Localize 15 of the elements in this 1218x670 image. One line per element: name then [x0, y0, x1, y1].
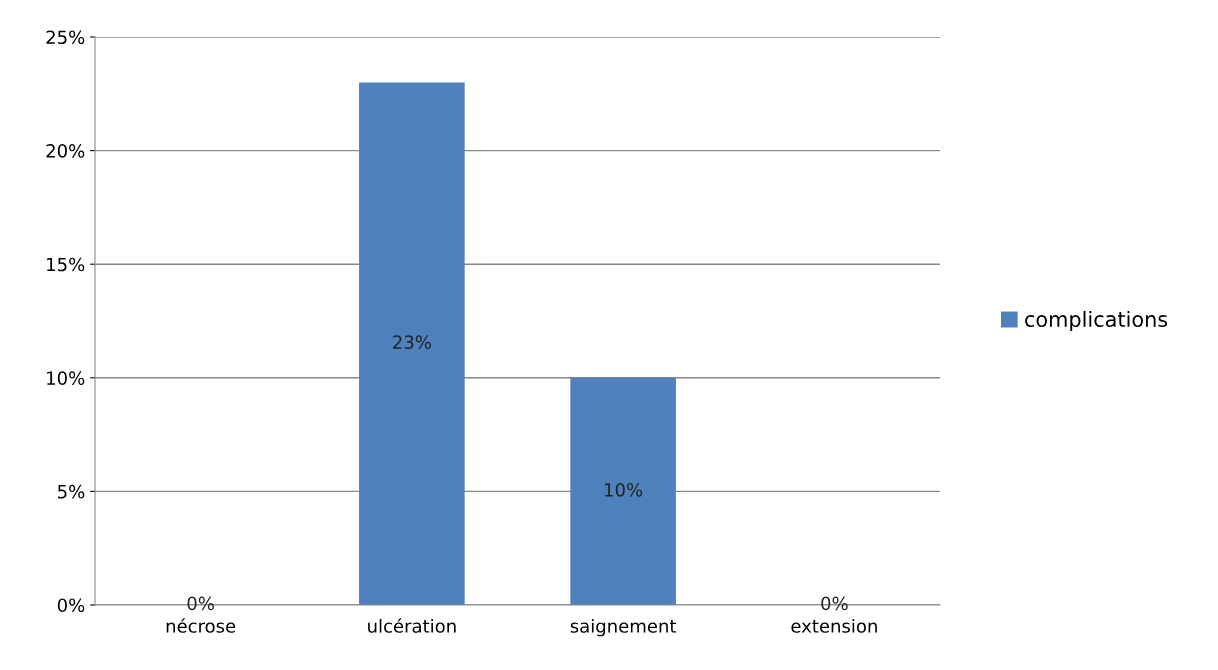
x-tick-label: nécrose	[166, 618, 236, 633]
text: 10%	[605, 482, 643, 497]
text: 0%	[821, 596, 848, 611]
x-tick-label: saignement	[570, 618, 677, 637]
y-tick-label: 5%	[58, 484, 85, 499]
y-tick-label: 15%	[47, 257, 85, 272]
x-tick-label: ulcération	[368, 618, 456, 633]
legend-label: complications	[1025, 310, 1168, 332]
y-tick-label: 0%	[57, 598, 85, 613]
y-tick-label: 20%	[46, 144, 85, 158]
y-tick-label: 25%	[46, 30, 85, 45]
x-tick-label: extension	[791, 618, 877, 633]
y-tick-label: 10%	[47, 371, 85, 385]
text: 0%	[187, 596, 214, 611]
text: 23%	[393, 335, 431, 349]
